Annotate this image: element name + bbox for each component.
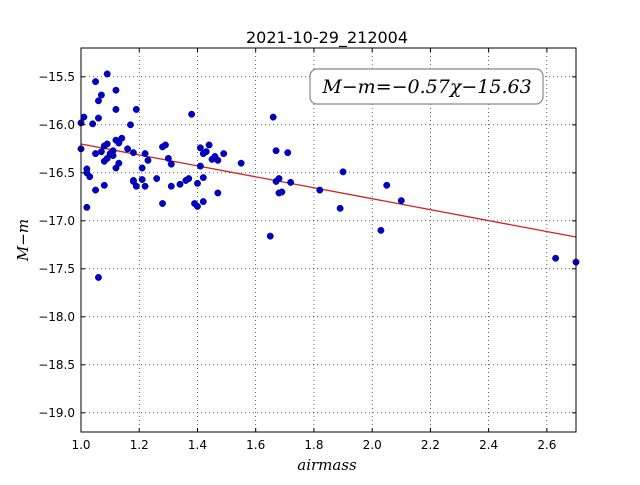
data-point	[112, 86, 120, 94]
data-point	[237, 159, 245, 167]
y-tick-label: −18.0	[38, 310, 75, 324]
data-point	[138, 176, 146, 183]
data-point	[205, 141, 213, 149]
data-point	[92, 186, 100, 194]
x-tick-label: 1.4	[188, 438, 207, 452]
data-point	[95, 114, 102, 122]
data-point	[167, 160, 175, 168]
data-point	[132, 105, 140, 113]
data-point	[129, 149, 137, 157]
data-point	[153, 175, 161, 183]
data-point	[167, 182, 175, 190]
data-point	[284, 149, 292, 157]
chart-title: 2021-10-29_212004	[246, 28, 408, 48]
data-point	[97, 148, 105, 156]
data-point	[141, 150, 149, 158]
data-point	[144, 156, 152, 164]
fit-line	[80, 143, 577, 238]
data-point	[266, 232, 274, 240]
x-tick-label: 1.8	[304, 438, 323, 452]
data-point	[80, 113, 88, 121]
y-tick-label: −16.5	[38, 166, 75, 180]
data-point	[196, 162, 204, 170]
y-tick-label: −15.5	[38, 70, 75, 84]
x-tick-label: 2.4	[479, 438, 498, 452]
fit-line-layer	[80, 143, 577, 238]
x-tick-label: 1.0	[71, 438, 90, 452]
x-tick-label: 2.2	[421, 438, 440, 452]
data-point	[202, 148, 210, 156]
data-point	[188, 110, 196, 118]
data-point	[112, 105, 120, 113]
grid	[80, 48, 576, 432]
data-point	[383, 181, 391, 189]
data-point	[552, 254, 560, 262]
data-point	[138, 164, 146, 172]
data-point	[194, 202, 201, 210]
data-point	[118, 134, 126, 142]
x-tick-label: 2.6	[537, 438, 556, 452]
plot-frame	[80, 47, 577, 433]
data-point	[397, 197, 405, 205]
y-tick-label: −17.0	[38, 214, 75, 228]
x-tick-label: 2.0	[363, 438, 382, 452]
data-point	[185, 175, 193, 183]
data-point	[164, 154, 172, 162]
ticks: 1.0 1.2 1.4 1.6 1.8 2.0 2.2 2.4 2.6 −15.5 −16.0 −16…	[38, 48, 576, 452]
equation-annotation: M−m=−0.57χ−15.63	[309, 68, 544, 105]
data-point	[194, 179, 201, 187]
data-point	[287, 178, 295, 186]
y-tick-label: −17.5	[38, 262, 75, 276]
y-axis-label: M−m	[14, 219, 32, 262]
data-points	[77, 70, 580, 281]
data-point	[97, 91, 105, 99]
data-point	[272, 147, 280, 155]
x-axis-label: airmass	[297, 456, 357, 474]
data-point	[95, 273, 102, 281]
y-tick-label: −19.0	[38, 406, 75, 420]
data-point	[377, 226, 385, 234]
annotation-text: M−m=−0.57χ−15.63	[321, 76, 531, 98]
data-point	[89, 120, 97, 128]
data-point	[214, 189, 222, 197]
data-point	[92, 78, 100, 86]
data-point	[95, 97, 102, 105]
annotation-box	[309, 68, 544, 105]
data-point	[132, 182, 140, 190]
data-point	[124, 145, 132, 153]
data-point	[109, 147, 117, 155]
data-point	[220, 150, 228, 158]
data-point	[214, 156, 222, 164]
data-point	[275, 175, 283, 183]
data-point	[127, 121, 134, 129]
data-point	[176, 180, 184, 188]
data-point	[316, 186, 324, 194]
data-point	[199, 198, 207, 206]
data-point	[159, 200, 166, 207]
data-point	[199, 174, 207, 182]
data-point	[269, 113, 277, 121]
data-point	[278, 188, 286, 196]
data-point	[339, 168, 347, 176]
data-point	[86, 173, 94, 181]
data-point	[92, 150, 100, 158]
y-tick-label: −18.5	[38, 358, 75, 372]
data-point	[115, 159, 123, 167]
data-point	[141, 182, 149, 190]
data-point	[83, 203, 91, 211]
x-tick-label: 1.2	[130, 438, 149, 452]
data-point	[196, 144, 204, 152]
data-point	[100, 181, 108, 189]
y-tick-label: −16.0	[38, 118, 75, 132]
data-point	[336, 204, 344, 212]
x-tick-label: 1.6	[246, 438, 265, 452]
data-point	[103, 70, 111, 78]
data-point	[103, 140, 111, 148]
data-point	[161, 141, 169, 149]
